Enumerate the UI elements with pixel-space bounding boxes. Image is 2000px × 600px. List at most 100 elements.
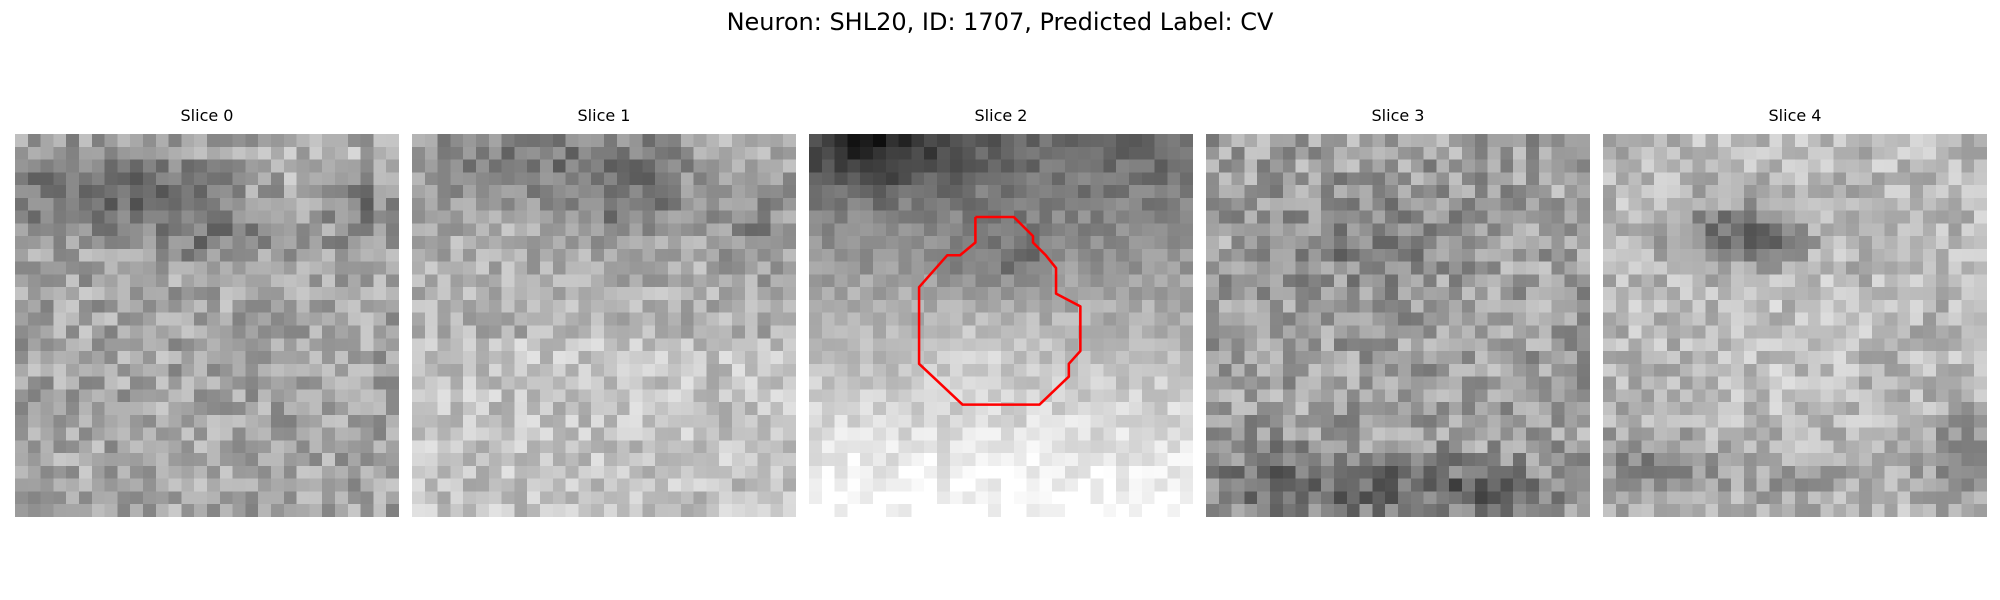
pixel-cell: [616, 363, 630, 377]
pixel-cell: [732, 351, 746, 365]
pixel-cell: [1731, 274, 1745, 288]
pixel-cell: [168, 402, 182, 416]
pixel-cell: [706, 159, 720, 173]
pixel-cell: [1692, 363, 1706, 377]
pixel-cell: [1372, 210, 1386, 224]
pixel-cell: [1039, 351, 1053, 365]
pixel-cell: [271, 185, 285, 199]
pixel-cell: [258, 287, 272, 301]
pixel-cell: [873, 248, 887, 262]
pixel-cell: [1577, 146, 1590, 160]
pixel-cell: [1513, 312, 1527, 326]
pixel-cell: [373, 351, 387, 365]
pixel-cell: [1257, 185, 1271, 199]
pixel-cell: [143, 134, 157, 148]
pixel-cell: [79, 274, 93, 288]
pixel-cell: [693, 440, 707, 454]
pixel-cell: [1705, 504, 1719, 517]
pixel-cell: [1820, 134, 1834, 148]
pixel-cell: [347, 146, 361, 160]
pixel-cell: [66, 146, 80, 160]
pixel-cell: [1807, 261, 1821, 275]
pixel-cell: [1487, 414, 1501, 428]
pixel-cell: [117, 402, 131, 416]
pixel-cell: [27, 338, 41, 352]
pixel-cell: [1487, 351, 1501, 365]
pixel-cell: [347, 376, 361, 390]
pixel-cell: [1577, 134, 1590, 148]
pixel-cell: [1807, 351, 1821, 365]
pixel-cell: [181, 402, 195, 416]
pixel-cell: [1052, 261, 1066, 275]
pixel-cell: [770, 325, 784, 339]
pixel-cell: [1436, 146, 1450, 160]
pixel-cell: [1538, 504, 1552, 517]
pixel-cell: [616, 185, 630, 199]
pixel-cell: [309, 363, 323, 377]
pixel-cell: [181, 274, 195, 288]
pixel-cell: [1308, 491, 1322, 505]
pixel-cell: [1782, 414, 1796, 428]
pixel-cell: [1026, 159, 1040, 173]
pixel-cell: [1077, 274, 1091, 288]
pixel-cell: [207, 159, 221, 173]
pixel-cell: [27, 440, 41, 454]
pixel-cell: [271, 465, 285, 479]
pixel-cell: [591, 146, 605, 160]
pixel-cell: [962, 465, 976, 479]
pixel-cell: [322, 325, 336, 339]
pixel-cell: [1218, 491, 1232, 505]
pixel-cell: [1039, 453, 1053, 467]
pixel-cell: [1077, 236, 1091, 250]
pixel-cell: [540, 325, 554, 339]
pixel-cell: [1679, 453, 1693, 467]
pixel-cell: [1372, 287, 1386, 301]
pixel-cell: [1154, 261, 1168, 275]
pixel-cell: [91, 453, 105, 467]
pixel-cell: [219, 376, 233, 390]
pixel-cell: [27, 325, 41, 339]
pixel-cell: [219, 414, 233, 428]
pixel-cell: [1180, 504, 1193, 517]
pixel-cell: [1321, 197, 1335, 211]
pixel-cell: [1231, 389, 1245, 403]
pixel-cell: [898, 197, 912, 211]
pixel-cell: [1820, 478, 1834, 492]
pixel-cell: [693, 402, 707, 416]
pixel-cell: [1897, 478, 1911, 492]
pixel-cell: [1116, 159, 1130, 173]
pixel-cell: [1090, 312, 1104, 326]
pixel-cell: [1923, 376, 1937, 390]
pixel-cell: [1346, 440, 1360, 454]
pixel-cell: [860, 478, 874, 492]
pixel-cell: [207, 478, 221, 492]
pixel-cell: [1141, 172, 1155, 186]
pixel-cell: [1859, 210, 1873, 224]
pixel-cell: [412, 491, 426, 505]
pixel-cell: [245, 338, 259, 352]
pixel-cell: [1116, 146, 1130, 160]
pixel-cell: [834, 402, 848, 416]
pixel-cell: [347, 236, 361, 250]
pixel-cell: [1321, 351, 1335, 365]
pixel-cell: [1077, 504, 1091, 517]
pixel-cell: [1807, 363, 1821, 377]
pixel-cell: [911, 389, 925, 403]
pixel-cell: [1615, 172, 1629, 186]
pixel-cell: [1859, 376, 1873, 390]
pixel-cell: [1807, 312, 1821, 326]
pixel-cell: [1116, 134, 1130, 148]
pixel-cell: [1218, 197, 1232, 211]
pixel-cell: [911, 261, 925, 275]
pixel-cell: [15, 172, 29, 186]
pixel-cell: [207, 261, 221, 275]
pixel-cell: [1039, 427, 1053, 441]
pixel-cell: [79, 363, 93, 377]
pixel-cell: [1167, 376, 1181, 390]
pixel-cell: [335, 134, 349, 148]
pixel-cell: [1961, 210, 1975, 224]
pixel-cell: [1769, 351, 1783, 365]
pixel-cell: [604, 363, 618, 377]
pixel-cell: [1846, 223, 1860, 237]
pixel-cell: [1206, 440, 1220, 454]
